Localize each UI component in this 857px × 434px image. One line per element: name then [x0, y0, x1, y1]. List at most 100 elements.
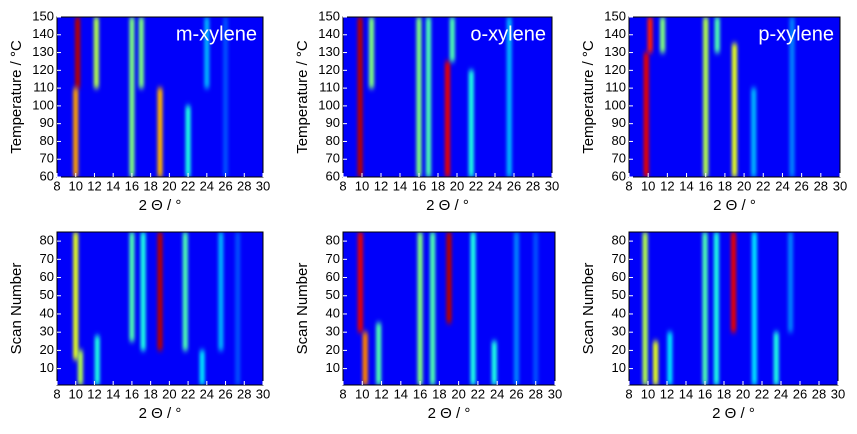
streak	[138, 17, 144, 89]
streak	[140, 232, 146, 351]
y-tick-label: 70	[326, 151, 340, 166]
streak	[703, 17, 709, 177]
streak	[751, 232, 758, 385]
panel-title: o-xylene	[470, 23, 546, 45]
streak	[647, 17, 653, 53]
panel: 8 10 12 14 16 18 20 22 24 26 28 30 10 20 30 40 50 60 70 80 2…	[8, 231, 270, 422]
streak	[157, 232, 163, 351]
x-tick-label: 20	[737, 178, 751, 193]
x-tick-label: 16	[125, 386, 139, 401]
y-tick-label: 80	[326, 233, 340, 248]
x-tick-label: 30	[545, 178, 559, 193]
x-tick-label: 18	[717, 386, 731, 401]
x-tick-label: 20	[736, 386, 750, 401]
x-tick-label: 16	[698, 178, 712, 193]
y-tick-label: 110	[319, 80, 340, 95]
streak	[533, 232, 539, 385]
x-tick-label: 24	[774, 386, 788, 401]
x-tick-label: 30	[831, 386, 845, 401]
x-tick-label: 22	[471, 386, 485, 401]
streak	[713, 232, 720, 385]
y-tick-label: 70	[40, 151, 54, 166]
x-tick-label: 8	[339, 178, 346, 193]
streak	[93, 17, 99, 89]
y-tick-label: 10	[326, 360, 340, 375]
x-tick-label: 26	[218, 178, 232, 193]
y-axis-label: Scan Number	[8, 263, 25, 355]
heatmap	[642, 232, 794, 385]
y-tick-label: 90	[40, 115, 54, 130]
streak	[357, 232, 363, 333]
x-tick-label: 16	[413, 386, 427, 401]
streak	[506, 17, 512, 177]
x-tick-label: 18	[431, 178, 445, 193]
y-tick-label: 50	[40, 287, 54, 302]
streak	[73, 88, 79, 177]
plot-frame	[342, 231, 556, 386]
y-axis-label: Temperature / °C	[294, 40, 311, 154]
streak	[182, 232, 188, 351]
streak	[667, 332, 673, 385]
y-tick-label: 70	[40, 251, 54, 266]
x-tick-label: 14	[394, 386, 408, 401]
y-tick-label: 40	[40, 305, 54, 320]
streak	[446, 232, 452, 324]
x-axis-label: 2 Θ / °	[713, 197, 756, 214]
x-tick-label: 8	[339, 386, 346, 401]
y-tick-label: 30	[612, 324, 626, 339]
streak	[652, 341, 659, 385]
streak	[129, 232, 135, 342]
y-tick-label: 80	[326, 133, 340, 148]
streak	[491, 341, 497, 385]
x-axis-label: 2 Θ / °	[426, 197, 469, 214]
streak	[702, 232, 708, 385]
streak	[751, 88, 757, 177]
streak	[357, 17, 363, 177]
y-tick-label: 140	[32, 26, 54, 41]
panel: 8 10 12 14 16 18 20 22 24 26 28 30 60 70 80 90 100 110 120…	[294, 8, 559, 214]
y-tick-label: 150	[32, 8, 54, 23]
plot-frame	[628, 231, 839, 386]
y-tick-label: 120	[604, 62, 626, 77]
x-tick-label: 30	[548, 386, 562, 401]
y-axis-label: Scan Number	[294, 263, 311, 355]
x-tick-label: 14	[106, 178, 120, 193]
y-tick-label: 130	[604, 44, 626, 59]
streak	[731, 43, 738, 177]
y-tick-label: 30	[40, 324, 54, 339]
x-tick-label: 12	[374, 386, 388, 401]
y-tick-label: 20	[612, 342, 626, 357]
streak	[449, 17, 455, 62]
streak	[94, 335, 100, 385]
y-tick-label: 50	[612, 287, 626, 302]
streak	[659, 17, 666, 53]
panel: 8 10 12 14 16 18 20 22 24 26 28 30 10 20 30 40 50 60 70 80 2…	[294, 231, 562, 422]
y-tick-label: 60	[326, 168, 340, 183]
x-tick-label: 12	[660, 386, 674, 401]
x-tick-label: 10	[68, 178, 82, 193]
y-tick-label: 30	[326, 324, 340, 339]
streak	[444, 61, 451, 177]
heatmap	[73, 232, 241, 385]
streak	[416, 17, 422, 177]
x-tick-label: 24	[775, 178, 789, 193]
y-tick-label: 90	[326, 115, 340, 130]
y-tick-label: 60	[326, 269, 340, 284]
x-tick-label: 8	[53, 178, 60, 193]
plot-frame	[56, 16, 264, 178]
streak	[714, 17, 720, 53]
y-tick-label: 20	[326, 342, 340, 357]
streak	[235, 232, 241, 385]
streak	[157, 88, 163, 177]
y-tick-label: 40	[326, 305, 340, 320]
panel: 8 10 12 14 16 18 20 22 24 26 28 30 10 20 30 40 50 60 70 80 2…	[580, 231, 845, 422]
y-tick-label: 60	[40, 168, 54, 183]
x-tick-label: 26	[793, 386, 807, 401]
x-tick-label: 8	[625, 178, 632, 193]
x-tick-label: 22	[181, 386, 195, 401]
y-axis-label: Temperature / °C	[580, 40, 597, 154]
streak	[417, 232, 423, 385]
y-tick-label: 60	[612, 168, 626, 183]
